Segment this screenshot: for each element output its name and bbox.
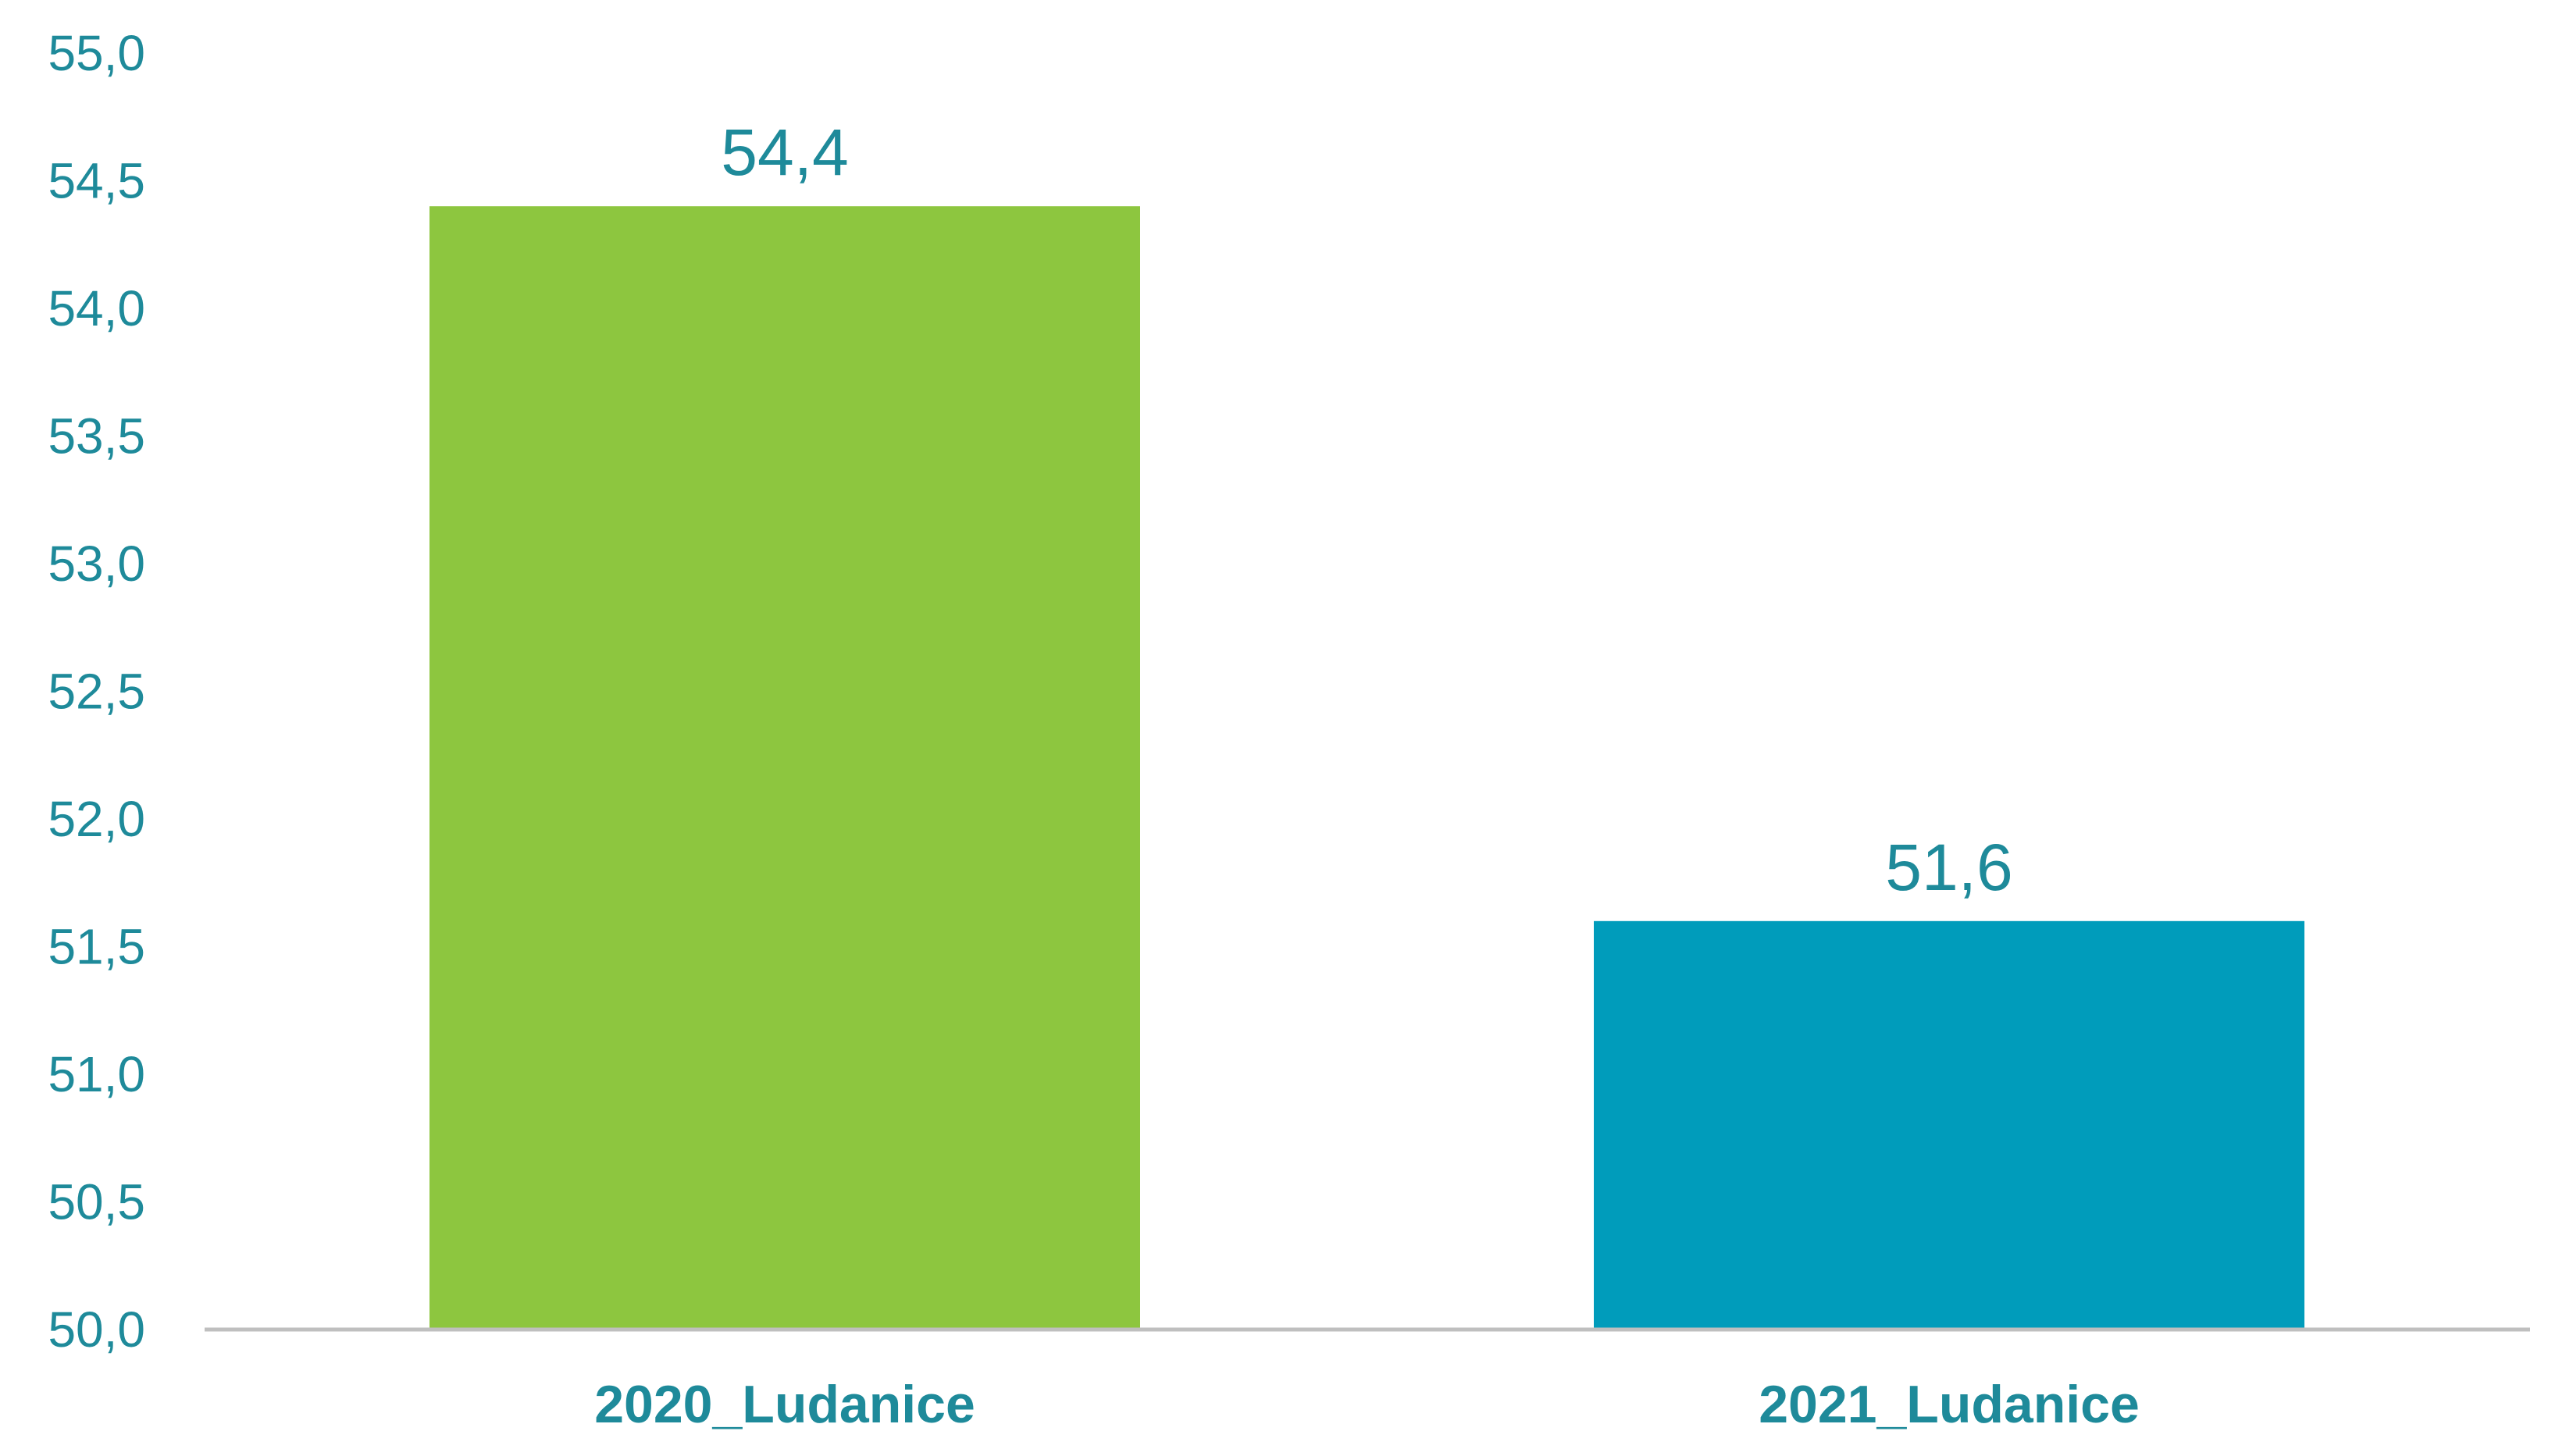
data-labels: 54,4 51,6 [721,116,2013,904]
x-axis-tick-labels: 2020_Ludanice 2021_Ludanice [594,1375,2140,1434]
y-tick-label: 54,0 [48,280,145,336]
y-tick-label: 50,0 [48,1301,145,1358]
x-tick-label: 2021_Ludanice [1759,1375,2140,1434]
y-tick-label: 52,0 [48,791,145,847]
bar-2020_Ludanice [429,206,1140,1330]
data-label: 51,6 [1885,831,2013,904]
x-tick-label: 2020_Ludanice [594,1375,975,1434]
y-tick-label: 55,0 [48,25,145,81]
y-tick-label: 51,0 [48,1046,145,1102]
y-tick-label: 52,5 [48,664,145,720]
y-axis-tick-labels: 50,0 50,5 51,0 51,5 52,0 52,5 53,0 53,5 54,0 54,5… [48,25,145,1358]
y-tick-label: 54,5 [48,153,145,209]
bar-2021_Ludanice [1594,920,2304,1330]
y-tick-label: 50,5 [48,1174,145,1230]
y-tick-label: 53,0 [48,536,145,592]
y-tick-label: 53,5 [48,408,145,465]
y-tick-label: 51,5 [48,919,145,975]
data-label: 54,4 [721,116,849,189]
bars [429,206,2304,1330]
